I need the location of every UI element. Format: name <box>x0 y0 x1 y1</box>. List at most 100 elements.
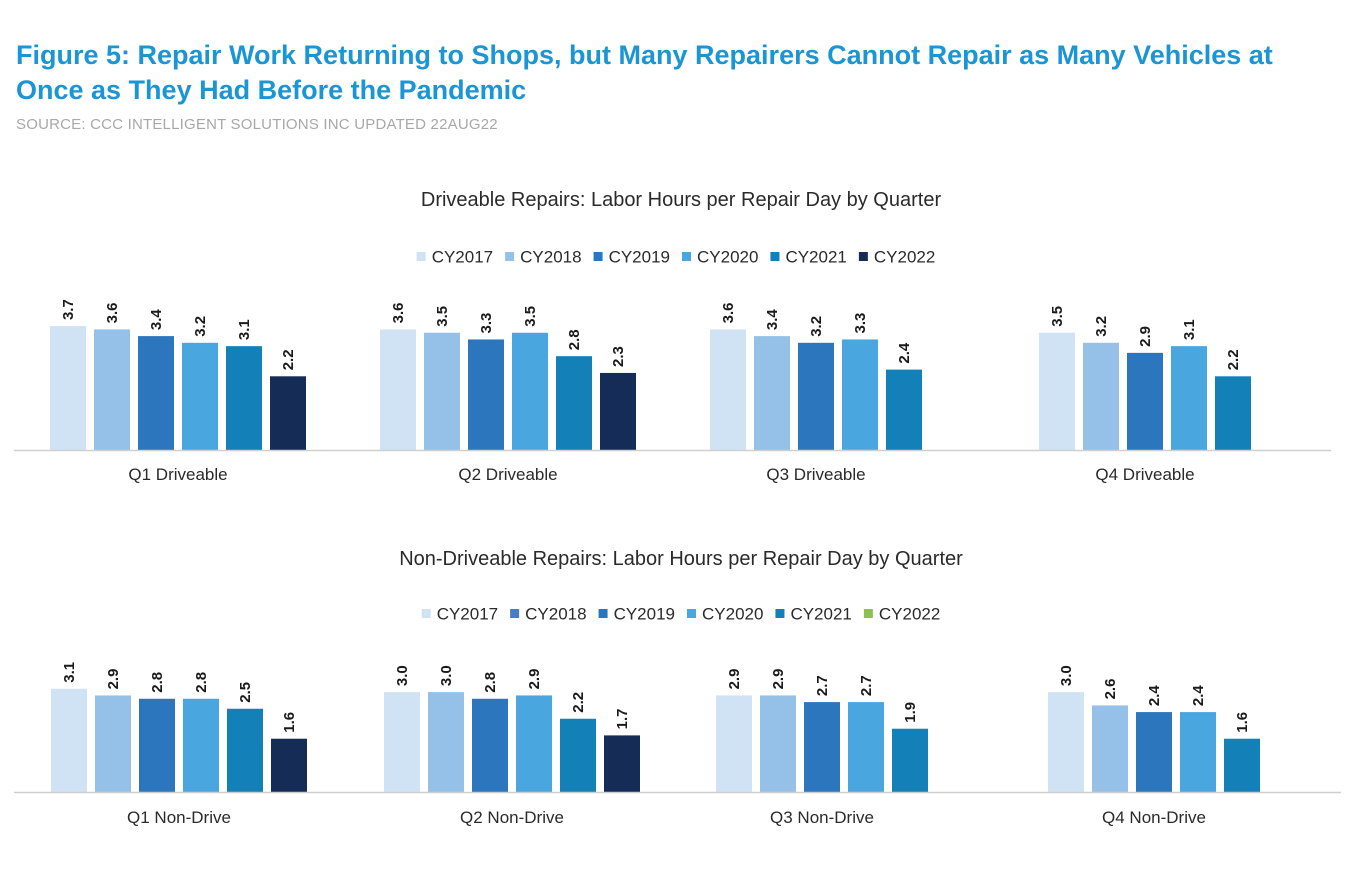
category-label: Q4 Driveable <box>1095 465 1194 484</box>
bar-value-label: 3.0 <box>1058 665 1075 686</box>
legend-swatch-cy2017 <box>416 252 426 261</box>
bar-value-label: 3.4 <box>148 309 165 331</box>
bar-value-label: 2.9 <box>526 669 543 690</box>
bar-cy2019-q2 <box>468 339 504 450</box>
bar-value-label: 2.4 <box>1146 685 1163 707</box>
driveable-group-1: 3.7 3.6 3.4 3.2 3.1 2.2 <box>50 299 306 450</box>
bar-cy2017-q4 <box>1048 692 1084 792</box>
non-driveable-group-1: 3.1 2.9 2.8 2.8 2.5 1.6 <box>51 662 307 792</box>
bar-cy2018-q4 <box>1083 342 1119 450</box>
bar-value-label: 3.2 <box>1093 316 1110 337</box>
bar-cy2021-q3 <box>886 369 922 450</box>
bar-cy2017-q2 <box>380 329 416 450</box>
bar-cy2021-q4 <box>1224 738 1260 792</box>
non-driveable-group-3: 2.9 2.9 2.7 2.7 1.9 <box>716 669 928 792</box>
legend-label-cy2018: CY2018 <box>520 247 581 266</box>
bar-value-label: 2.9 <box>726 669 743 690</box>
bar-cy2017-q2 <box>384 692 420 792</box>
legend-swatch-cy2022 <box>858 252 868 261</box>
bar-value-label: 2.3 <box>610 346 627 367</box>
bar-cy2022-q2 <box>604 735 640 792</box>
legend-swatch-cy2018 <box>510 609 520 618</box>
driveable-chart-title: Driveable Repairs: Labor Hours per Repai… <box>421 189 942 211</box>
bar-value-label: 3.3 <box>478 313 495 334</box>
bar-cy2021-q2 <box>560 718 596 792</box>
category-label: Q4 Non-Drive <box>1102 808 1206 827</box>
bar-value-label: 3.1 <box>236 319 253 340</box>
bar-cy2019-q1 <box>139 698 175 792</box>
legend-swatch-cy2021 <box>770 252 780 261</box>
bar-cy2019-q2 <box>472 698 508 792</box>
bar-value-label: 3.6 <box>104 303 121 324</box>
bar-cy2020-q4 <box>1180 712 1216 792</box>
bar-value-label: 1.6 <box>1234 712 1251 733</box>
legend-label-cy2017: CY2017 <box>432 247 493 266</box>
legend-label-cy2021: CY2021 <box>790 604 851 623</box>
bar-cy2019-q4 <box>1127 352 1163 450</box>
legend-label-cy2017: CY2017 <box>437 604 498 623</box>
bar-value-label: 2.2 <box>570 692 587 713</box>
bar-cy2022-q2 <box>600 372 636 450</box>
bar-cy2019-q4 <box>1136 712 1172 792</box>
bar-cy2021-q3 <box>892 728 928 792</box>
legend-label-cy2022: CY2022 <box>879 604 940 623</box>
bar-value-label: 1.6 <box>281 712 298 733</box>
bar-value-label: 2.8 <box>193 672 210 693</box>
bar-cy2017-q4 <box>1039 332 1075 450</box>
category-label: Q3 Non-Drive <box>770 808 874 827</box>
bar-cy2021-q4 <box>1215 376 1251 450</box>
bar-cy2018-q4 <box>1092 705 1128 792</box>
bar-cy2020-q2 <box>512 332 548 450</box>
non-driveable-chart-title: Non-Driveable Repairs: Labor Hours per R… <box>399 548 963 570</box>
figure-source: SOURCE: CCC INTELLIGENT SOLUTIONS INC UP… <box>16 116 498 133</box>
bar-value-label: 2.8 <box>149 672 166 693</box>
bar-value-label: 2.2 <box>1225 349 1242 370</box>
bar-cy2017-q1 <box>50 326 86 450</box>
legend-label-cy2019: CY2019 <box>609 247 670 266</box>
bar-cy2021-q1 <box>226 346 262 450</box>
non-driveable-group-2: 3.0 3.0 2.8 2.9 2.2 1.7 <box>384 665 640 792</box>
legend-swatch-cy2019 <box>598 609 608 618</box>
figure-title: Figure 5: Repair Work Returning to Shops… <box>16 40 1273 105</box>
bar-cy2020-q3 <box>848 702 884 792</box>
bar-value-label: 3.0 <box>394 665 411 686</box>
non-driveable-chart: Non-Driveable Repairs: Labor Hours per R… <box>14 548 1341 827</box>
bar-cy2020-q1 <box>182 342 218 450</box>
driveable-chart: Driveable Repairs: Labor Hours per Repai… <box>14 189 1331 484</box>
legend-label-cy2021: CY2021 <box>785 247 846 266</box>
bar-value-label: 2.9 <box>770 669 787 690</box>
bar-value-label: 3.7 <box>60 299 77 320</box>
bar-cy2019-q3 <box>798 342 834 450</box>
bar-cy2017-q3 <box>716 695 752 792</box>
legend-swatch-cy2020 <box>687 609 696 618</box>
bar-cy2018-q3 <box>754 336 790 450</box>
bar-cy2020-q1 <box>183 698 219 792</box>
bar-value-label: 3.2 <box>192 316 209 337</box>
bar-cy2020-q3 <box>842 339 878 450</box>
bar-value-label: 2.4 <box>896 342 913 364</box>
bar-value-label: 3.6 <box>390 303 407 324</box>
bar-value-label: 3.3 <box>852 313 869 334</box>
legend-label-cy2020: CY2020 <box>702 604 763 623</box>
category-label: Q2 Non-Drive <box>460 808 564 827</box>
bar-value-label: 1.7 <box>614 709 631 730</box>
bar-value-label: 2.8 <box>482 672 499 693</box>
bar-value-label: 3.5 <box>1049 306 1066 327</box>
bar-cy2021-q2 <box>556 356 592 450</box>
driveable-group-2: 3.6 3.5 3.3 3.5 2.8 2.3 <box>380 303 636 450</box>
legend-swatch-cy2020 <box>682 252 691 261</box>
category-label: Q1 Non-Drive <box>127 808 231 827</box>
bar-cy2018-q2 <box>428 692 464 792</box>
bar-value-label: 1.9 <box>902 702 919 723</box>
legend-swatch-cy2021 <box>775 609 785 618</box>
bar-cy2021-q1 <box>227 708 263 792</box>
category-label: Q3 Driveable <box>766 465 865 484</box>
bar-value-label: 2.9 <box>105 669 122 690</box>
bar-value-label: 2.8 <box>566 329 583 350</box>
bar-value-label: 3.0 <box>438 665 455 686</box>
bar-cy2020-q4 <box>1171 346 1207 450</box>
bar-cy2018-q3 <box>760 695 796 792</box>
bar-cy2019-q3 <box>804 702 840 792</box>
bar-cy2018-q1 <box>94 329 130 450</box>
bar-cy2022-q1 <box>271 738 307 792</box>
